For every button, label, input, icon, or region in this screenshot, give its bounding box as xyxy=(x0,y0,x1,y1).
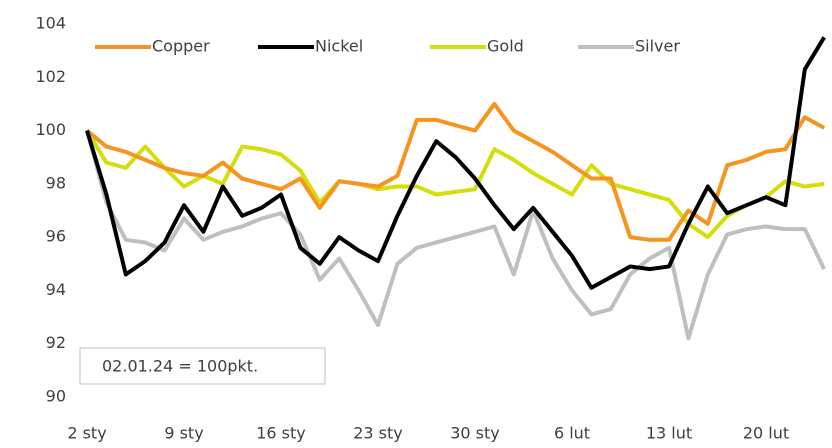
y-tick-label: 96 xyxy=(46,227,66,246)
legend-label: Gold xyxy=(487,37,524,56)
y-tick-label: 102 xyxy=(35,67,66,86)
x-tick-label: 9 sty xyxy=(164,424,203,443)
y-tick-label: 92 xyxy=(46,333,66,352)
y-tick-label: 90 xyxy=(46,387,66,406)
series-line xyxy=(85,130,826,341)
annotation-box xyxy=(79,347,326,385)
legend-label: Nickel xyxy=(315,37,363,56)
legend-label: Copper xyxy=(152,37,210,56)
x-tick-label: 13 lut xyxy=(646,424,692,443)
x-tick-label: 30 sty xyxy=(450,424,500,443)
y-tick-label: 98 xyxy=(46,173,66,192)
y-tick-label: 94 xyxy=(46,280,66,299)
x-tick-label: 16 sty xyxy=(256,424,306,443)
y-tick-label: 104 xyxy=(35,14,66,33)
x-tick-label: 2 sty xyxy=(67,424,106,443)
series-line xyxy=(85,36,826,290)
series-line xyxy=(85,101,826,242)
legend-label: Silver xyxy=(635,37,680,56)
x-tick-label: 20 lut xyxy=(743,424,789,443)
x-tick-label: 23 sty xyxy=(353,424,403,443)
series-line xyxy=(85,129,825,240)
x-tick-label: 6 lut xyxy=(554,424,590,443)
y-tick-label: 100 xyxy=(35,120,66,139)
annotation: 02.01.24 = 100pkt. xyxy=(102,357,258,376)
